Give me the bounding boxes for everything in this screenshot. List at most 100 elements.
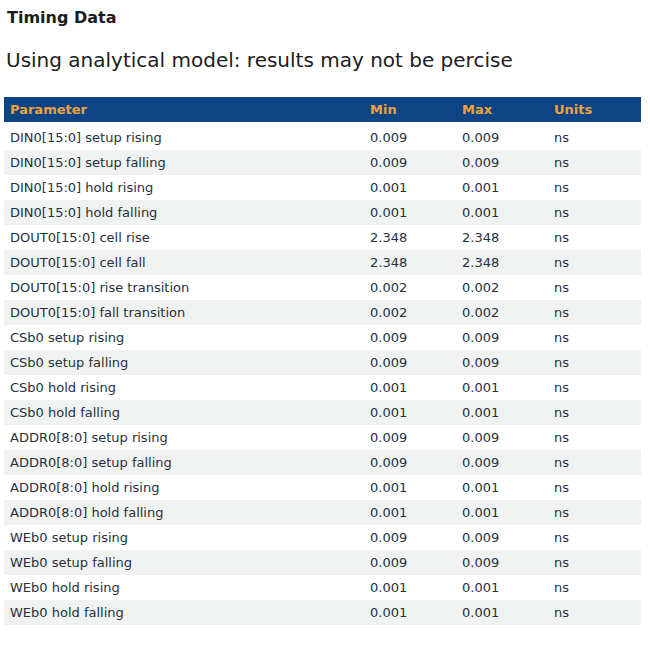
table-row: ADDR0[8:0] hold rising 0.001 0.001 ns xyxy=(4,475,641,500)
min-cell: 0.002 xyxy=(364,300,456,325)
units-cell: ns xyxy=(548,300,641,325)
table-row: WEb0 hold rising 0.001 0.001 ns xyxy=(4,575,641,600)
min-cell: 2.348 xyxy=(364,225,456,250)
max-cell: 2.348 xyxy=(456,225,548,250)
parameter-cell: ADDR0[8:0] setup rising xyxy=(4,425,364,450)
column-header-parameter: Parameter xyxy=(4,97,364,124)
min-cell: 0.009 xyxy=(364,150,456,175)
table-row: ADDR0[8:0] setup falling 0.009 0.009 ns xyxy=(4,450,641,475)
table-row: DIN0[15:0] setup rising 0.009 0.009 ns xyxy=(4,124,641,151)
min-cell: 0.009 xyxy=(364,325,456,350)
min-cell: 0.001 xyxy=(364,575,456,600)
parameter-cell: CSb0 setup rising xyxy=(4,325,364,350)
parameter-cell: DIN0[15:0] hold falling xyxy=(4,200,364,225)
table-row: DIN0[15:0] hold rising 0.001 0.001 ns xyxy=(4,175,641,200)
units-cell: ns xyxy=(548,425,641,450)
units-cell: ns xyxy=(548,150,641,175)
page-title: Timing Data xyxy=(7,8,650,28)
min-cell: 0.001 xyxy=(364,200,456,225)
min-cell: 0.009 xyxy=(364,350,456,375)
units-cell: ns xyxy=(548,575,641,600)
table-row: WEb0 setup rising 0.009 0.009 ns xyxy=(4,525,641,550)
table-row: DIN0[15:0] hold falling 0.001 0.001 ns xyxy=(4,200,641,225)
parameter-cell: ADDR0[8:0] hold rising xyxy=(4,475,364,500)
max-cell: 0.009 xyxy=(456,525,548,550)
max-cell: 0.001 xyxy=(456,475,548,500)
min-cell: 0.001 xyxy=(364,500,456,525)
max-cell: 0.001 xyxy=(456,175,548,200)
max-cell: 0.001 xyxy=(456,375,548,400)
units-cell: ns xyxy=(548,225,641,250)
table-row: DOUT0[15:0] fall transition 0.002 0.002 … xyxy=(4,300,641,325)
max-cell: 0.009 xyxy=(456,425,548,450)
parameter-cell: ADDR0[8:0] hold falling xyxy=(4,500,364,525)
page-subtitle: Using analytical model: results may not … xyxy=(6,48,650,72)
parameter-cell: DOUT0[15:0] rise transition xyxy=(4,275,364,300)
parameter-cell: DOUT0[15:0] cell fall xyxy=(4,250,364,275)
units-cell: ns xyxy=(548,375,641,400)
min-cell: 2.348 xyxy=(364,250,456,275)
max-cell: 2.348 xyxy=(456,250,548,275)
parameter-cell: DOUT0[15:0] fall transition xyxy=(4,300,364,325)
max-cell: 0.001 xyxy=(456,500,548,525)
table-row: CSb0 setup falling 0.009 0.009 ns xyxy=(4,350,641,375)
table-header: Parameter Min Max Units xyxy=(4,97,641,124)
min-cell: 0.009 xyxy=(364,550,456,575)
units-cell: ns xyxy=(548,275,641,300)
table-row: DIN0[15:0] setup falling 0.009 0.009 ns xyxy=(4,150,641,175)
table-row: CSb0 setup rising 0.009 0.009 ns xyxy=(4,325,641,350)
parameter-cell: WEb0 hold falling xyxy=(4,600,364,625)
table-header-row: Parameter Min Max Units xyxy=(4,97,641,124)
table-row: DOUT0[15:0] cell fall 2.348 2.348 ns xyxy=(4,250,641,275)
min-cell: 0.001 xyxy=(364,175,456,200)
max-cell: 0.009 xyxy=(456,450,548,475)
max-cell: 0.009 xyxy=(456,150,548,175)
parameter-cell: CSb0 setup falling xyxy=(4,350,364,375)
parameter-cell: DOUT0[15:0] cell rise xyxy=(4,225,364,250)
table-row: DOUT0[15:0] rise transition 0.002 0.002 … xyxy=(4,275,641,300)
parameter-cell: CSb0 hold falling xyxy=(4,400,364,425)
max-cell: 0.001 xyxy=(456,575,548,600)
parameter-cell: WEb0 hold rising xyxy=(4,575,364,600)
units-cell: ns xyxy=(548,350,641,375)
column-header-min: Min xyxy=(364,97,456,124)
table-row: WEb0 hold falling 0.001 0.001 ns xyxy=(4,600,641,625)
units-cell: ns xyxy=(548,450,641,475)
max-cell: 0.009 xyxy=(456,350,548,375)
timing-data-table: Parameter Min Max Units DIN0[15:0] setup… xyxy=(4,97,641,625)
column-header-max: Max xyxy=(456,97,548,124)
table-row: CSb0 hold falling 0.001 0.001 ns xyxy=(4,400,641,425)
min-cell: 0.001 xyxy=(364,400,456,425)
parameter-cell: DIN0[15:0] hold rising xyxy=(4,175,364,200)
units-cell: ns xyxy=(548,400,641,425)
table-row: ADDR0[8:0] setup rising 0.009 0.009 ns xyxy=(4,425,641,450)
units-cell: ns xyxy=(548,250,641,275)
table-row: DOUT0[15:0] cell rise 2.348 2.348 ns xyxy=(4,225,641,250)
min-cell: 0.009 xyxy=(364,425,456,450)
units-cell: ns xyxy=(548,124,641,151)
max-cell: 0.009 xyxy=(456,550,548,575)
max-cell: 0.009 xyxy=(456,124,548,151)
column-header-units: Units xyxy=(548,97,641,124)
parameter-cell: WEb0 setup rising xyxy=(4,525,364,550)
max-cell: 0.002 xyxy=(456,300,548,325)
units-cell: ns xyxy=(548,175,641,200)
min-cell: 0.009 xyxy=(364,525,456,550)
max-cell: 0.001 xyxy=(456,200,548,225)
table-row: WEb0 setup falling 0.009 0.009 ns xyxy=(4,550,641,575)
max-cell: 0.001 xyxy=(456,600,548,625)
parameter-cell: DIN0[15:0] setup rising xyxy=(4,124,364,151)
min-cell: 0.001 xyxy=(364,475,456,500)
min-cell: 0.002 xyxy=(364,275,456,300)
parameter-cell: CSb0 hold rising xyxy=(4,375,364,400)
parameter-cell: ADDR0[8:0] setup falling xyxy=(4,450,364,475)
max-cell: 0.002 xyxy=(456,275,548,300)
parameter-cell: DIN0[15:0] setup falling xyxy=(4,150,364,175)
parameter-cell: WEb0 setup falling xyxy=(4,550,364,575)
max-cell: 0.001 xyxy=(456,400,548,425)
units-cell: ns xyxy=(548,325,641,350)
min-cell: 0.009 xyxy=(364,450,456,475)
min-cell: 0.001 xyxy=(364,600,456,625)
min-cell: 0.009 xyxy=(364,124,456,151)
units-cell: ns xyxy=(548,200,641,225)
